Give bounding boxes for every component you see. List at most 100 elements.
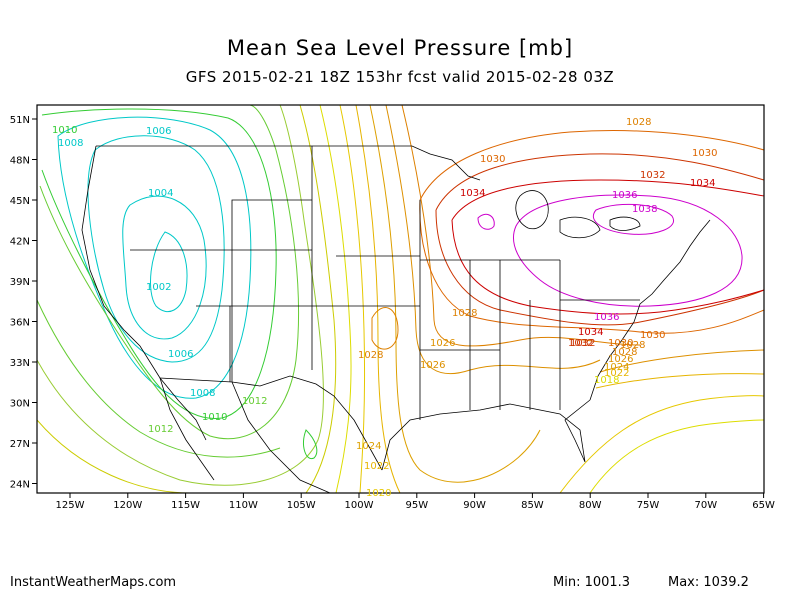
lon-tick-label: 70W (694, 500, 717, 511)
isobar-1016 (299, 105, 337, 493)
isobar-1036 (512, 194, 743, 307)
lat-tick-label: 24N (10, 480, 30, 491)
boundary-layer (81, 145, 711, 493)
contour-label: 1026 (430, 338, 455, 349)
isobar-1038 (593, 203, 675, 235)
lon-tick-label: 115W (171, 500, 200, 511)
east-coast (589, 219, 711, 401)
lon-tick-label: 110W (229, 500, 258, 511)
contour-label-layer: 1010 1008 1006 1004 1002 1006 1008 1010 1012 1012… (52, 117, 717, 499)
lat-tick-label: 30N (10, 399, 30, 410)
min-pressure: Min: 1001.3 (553, 575, 631, 590)
isobar-1010-gulf (303, 429, 318, 460)
lon-tick-label: 65W (752, 500, 775, 511)
contour-label: 1032 (568, 338, 593, 349)
isobar-1010 (41, 108, 277, 420)
isobar-1016b (37, 419, 191, 493)
lat-tick-label: 36N (10, 318, 30, 329)
isobar-1028-loop (371, 307, 399, 350)
isobar-1026 (385, 105, 601, 375)
baja-peninsula (159, 377, 215, 481)
isobar-1026-ocean (599, 349, 764, 373)
contour-label: 1020 (366, 488, 391, 499)
lon-tick-label: 95W (405, 500, 428, 511)
contour-label: 1006 (168, 349, 193, 360)
isobar-1020 (339, 105, 366, 493)
contour-label: 1018 (594, 375, 619, 386)
contour-label: 1028 (452, 308, 477, 319)
gulf-coast (381, 399, 591, 471)
contour-label: 1038 (632, 204, 657, 215)
contour-label: 1030 (692, 148, 717, 159)
contour-label: 1010 (52, 125, 77, 136)
contour-label: 1030 (480, 154, 505, 165)
isobar-1034 (451, 179, 764, 315)
lat-tick-label: 42N (10, 237, 30, 248)
map-subtitle: GFS 2015-02-21 18Z 153hr fcst valid 2015… (185, 68, 615, 86)
latitude-ticks: 51N 48N 45N 42N 39N 36N 33N 30N 27N 24N (10, 115, 37, 491)
isobar-1024 (369, 105, 541, 483)
longitude-ticks: 125W 120W 115W 110W 105W 100W 95W 90W 85W 80W 75W 7… (56, 493, 775, 511)
contour-label: 1002 (146, 282, 171, 293)
contour-label: 1008 (58, 138, 83, 149)
isobar-1030 (419, 130, 764, 334)
isobar-1014 (37, 105, 324, 486)
lat-tick-label: 39N (10, 277, 30, 288)
lat-tick-label: 27N (10, 439, 30, 450)
lat-tick-label: 45N (10, 196, 30, 207)
lon-tick-label: 120W (113, 500, 142, 511)
contour-label: 1030 (640, 330, 665, 341)
state-lines (130, 146, 640, 420)
contour-label: 1012 (242, 396, 267, 407)
lon-tick-label: 100W (345, 500, 374, 511)
isobar-1012 (39, 105, 300, 440)
lon-tick-label: 90W (463, 500, 486, 511)
us-mexico-border (159, 375, 383, 471)
lat-tick-label: 33N (10, 358, 30, 369)
lon-tick-label: 125W (56, 500, 85, 511)
isobar-1018-ocean (589, 419, 764, 493)
contour-label: 1006 (146, 126, 171, 137)
plot-frame (36, 104, 765, 494)
isobar-1006 (87, 135, 225, 363)
contour-label: 1026 (608, 354, 633, 365)
mexico-mainland (231, 381, 331, 493)
contour-label: 1022 (604, 368, 629, 379)
contour-label: 1026 (420, 360, 445, 371)
isobar-1018 (319, 105, 352, 493)
contour-label: 1034 (460, 188, 485, 199)
contour-label: 1024 (604, 362, 629, 373)
lat-tick-label: 51N (10, 115, 30, 126)
map-title: Mean Sea Level Pressure [mb] (226, 36, 574, 60)
contour-label: 1022 (364, 461, 389, 472)
isobar-1008 (57, 116, 252, 399)
contour-label: 1004 (148, 188, 173, 199)
lon-tick-label: 105W (287, 500, 316, 511)
site-credit: InstantWeatherMaps.com (10, 575, 177, 590)
isobar-1028 (401, 105, 641, 347)
great-lakes (515, 190, 641, 239)
lon-tick-label: 80W (579, 500, 602, 511)
isobar-1002 (150, 231, 188, 312)
lon-tick-label: 75W (637, 500, 660, 511)
contour-label: 1010 (202, 412, 227, 423)
isobar-1022-ocean (595, 373, 764, 389)
contour-label: 1032 (640, 170, 665, 181)
us-canada-border (96, 145, 481, 181)
contour-label: 1028 (626, 117, 651, 128)
lat-tick-label: 48N (10, 156, 30, 167)
contour-label: 1032 (570, 338, 595, 349)
isobar-1020-ocean (559, 395, 764, 493)
contour-label: 1028 (358, 350, 383, 361)
max-pressure: Max: 1039.2 (668, 575, 749, 590)
contour-label: 1012 (148, 424, 173, 435)
us-west-coast (81, 145, 207, 441)
contour-label: 1034 (690, 178, 715, 189)
isobar-1032 (435, 153, 764, 326)
contour-label: 1024 (356, 441, 381, 452)
contour-label: 1028 (612, 347, 637, 358)
contour-label: 1034 (578, 327, 603, 338)
contour-label: 1030 (608, 338, 633, 349)
contour-label: 1036 (612, 190, 637, 201)
